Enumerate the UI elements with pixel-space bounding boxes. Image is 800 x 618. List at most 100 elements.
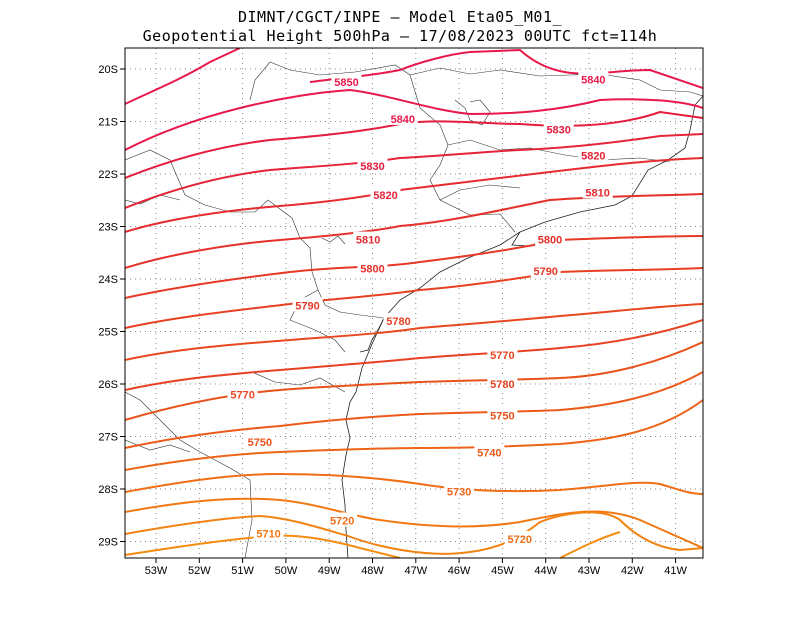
contour-label: 5790 — [292, 297, 323, 312]
contour-label: 5790 — [530, 263, 561, 278]
contour-label-bg — [357, 158, 388, 173]
lon-tick-label: 51W — [231, 565, 254, 577]
contour-label-text: 5820 — [581, 151, 605, 163]
axis-ticks: 53W 52W 51W 50W 49W 48W 47W 46W 45W 44W 43W 42W 41W 2… — [98, 64, 687, 577]
contour-label-text: 5780 — [386, 316, 410, 328]
contour-label-text: 5840 — [581, 75, 605, 87]
contour-label-text: 5840 — [391, 114, 415, 126]
lon-tick-label: 44W — [534, 565, 557, 577]
contour-label-text: 5790 — [295, 300, 319, 312]
contour-label-text: 5730 — [447, 487, 471, 499]
contour-label-text: 5780 — [490, 379, 514, 391]
contour-label-bg — [227, 386, 258, 401]
lon-tick-label: 53W — [145, 565, 168, 577]
contour-label-bg — [578, 71, 609, 86]
contour-label: 5730 — [444, 483, 475, 499]
contour-label: 5780 — [487, 376, 518, 391]
contour-label-text: 5770 — [490, 350, 514, 362]
contour-label-bg — [543, 121, 574, 136]
contour-label: 5780 — [383, 313, 414, 328]
lon-tick-label: 41W — [664, 565, 687, 577]
lon-tick-label: 46W — [448, 565, 471, 577]
contour-label: 5800 — [535, 231, 566, 247]
contour-label: 5720 — [327, 512, 358, 528]
contour-label: 5810 — [582, 184, 613, 199]
contour-label-text: 5750 — [490, 411, 514, 423]
contour-label-bg — [370, 187, 401, 201]
contour-label: 5810 — [353, 231, 384, 247]
contour-label-bg — [383, 313, 414, 327]
contour-label-text: 5810 — [585, 187, 609, 199]
contour-label: 5740 — [474, 444, 505, 459]
contour-label: 5770 — [227, 386, 258, 402]
contour-label-text: 5830 — [360, 161, 384, 173]
contour-label: 5800 — [357, 260, 388, 276]
contour-label-bg — [387, 110, 418, 125]
contour-labels: 5850 5840 5840 5830 5830 5820 5820 5810 5810 5800… — [227, 71, 613, 546]
contour-label-text: 5800 — [538, 235, 562, 247]
map-frame — [124, 47, 704, 559]
contour-label-bg — [353, 231, 384, 246]
contour-label: 5750 — [244, 433, 275, 449]
chart-title-line1: DIMNT/CGCT/INPE — Model Eta05_M01_ — [237, 8, 563, 26]
lat-tick-label: 26S — [98, 379, 118, 391]
contour-label: 5840 — [387, 110, 418, 126]
contour-label-bg — [578, 147, 609, 162]
contour-label: 5770 — [487, 347, 518, 362]
contour-label: 5720 — [504, 530, 535, 546]
contour-label-bg — [474, 444, 505, 459]
contour-label: 5830 — [357, 158, 388, 173]
lat-tick-label: 29S — [98, 537, 118, 549]
contour-label-bg — [357, 260, 388, 275]
contour-label: 5710 — [253, 525, 284, 541]
contour-label-bg — [331, 74, 362, 89]
contour-label: 5820 — [578, 147, 609, 163]
contour-label-text: 5710 — [256, 529, 280, 541]
contour-label-text: 5830 — [546, 124, 570, 136]
contour-label-text: 5790 — [533, 266, 557, 278]
lon-tick-label: 45W — [491, 565, 514, 577]
lon-tick-label: 48W — [361, 565, 384, 577]
contour-label: 5830 — [543, 121, 574, 136]
contour-label: 5840 — [578, 71, 609, 87]
contour-label-bg — [292, 297, 323, 312]
contour-label-text: 5810 — [356, 235, 380, 247]
lon-tick-label: 49W — [318, 565, 341, 577]
contour-label-bg — [535, 231, 566, 246]
lon-tick-label: 50W — [275, 565, 298, 577]
lat-tick-label: 20S — [98, 64, 118, 76]
contour-label-text: 5750 — [248, 437, 272, 449]
lat-tick-label: 24S — [98, 274, 118, 286]
chart-title-line2: Geopotential Height 500hPa — 17/08/2023 … — [142, 27, 658, 45]
contour-label-text: 5850 — [334, 77, 358, 89]
contour-label-bg — [504, 530, 535, 545]
contour-label-bg — [487, 407, 518, 422]
contour-label-bg — [530, 263, 561, 278]
contour-label-text: 5720 — [507, 534, 531, 546]
contour-label-bg — [253, 525, 284, 540]
lon-tick-label: 47W — [404, 565, 427, 577]
lat-tick-label: 21S — [98, 117, 118, 129]
contour-label-bg — [582, 184, 613, 199]
contour-label-bg — [487, 347, 518, 362]
state-borders — [125, 61, 703, 558]
contour-label-text: 5770 — [230, 390, 254, 402]
contour-label-text: 5820 — [373, 190, 397, 202]
contour-label-bg — [244, 433, 275, 448]
contour-label: 5850 — [331, 74, 362, 89]
contour-label-text: 5720 — [330, 516, 354, 528]
lon-tick-label: 42W — [621, 565, 644, 577]
lat-tick-label: 27S — [98, 432, 118, 444]
contour-label-bg — [444, 483, 475, 498]
lat-tick-label: 22S — [98, 169, 118, 181]
lon-tick-label: 52W — [188, 565, 211, 577]
lat-tick-label: 23S — [98, 222, 118, 234]
contour-label-bg — [487, 376, 518, 390]
contour-label: 5820 — [370, 187, 401, 202]
lon-tick-label: 43W — [578, 565, 601, 577]
contour-label-text: 5740 — [477, 447, 501, 459]
contour-label: 5750 — [487, 407, 518, 423]
contour-label-text: 5800 — [360, 264, 384, 276]
lat-tick-label: 25S — [98, 327, 118, 339]
